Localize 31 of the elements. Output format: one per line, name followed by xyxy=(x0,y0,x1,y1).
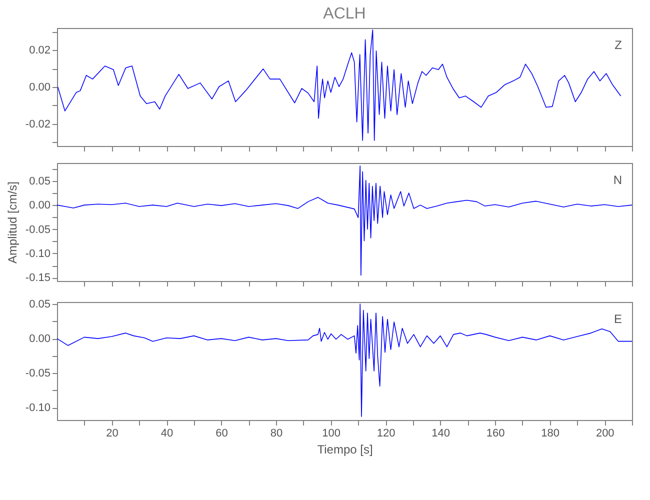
x-tick-label: 100 xyxy=(322,428,340,440)
y-axis-title: Amplitud [cm/s] xyxy=(5,181,20,264)
y-tick-label: 0.05 xyxy=(29,175,50,188)
line-series xyxy=(57,29,622,141)
line-series xyxy=(56,304,632,417)
y-tick-label: 0.00 xyxy=(29,333,50,346)
x-tick-label: 160 xyxy=(486,428,505,440)
x-tick-label: 200 xyxy=(596,428,614,440)
y-tick-label: -0.05 xyxy=(25,224,50,236)
annotation: Z xyxy=(614,38,622,52)
x-tick-label: 180 xyxy=(541,428,560,440)
annotation: E xyxy=(614,312,622,326)
y-tick-label: 0.02 xyxy=(29,44,50,57)
y-tick-label: -0.02 xyxy=(25,118,50,130)
y-tick-label: -0.15 xyxy=(25,272,50,284)
chart-title: ACLH xyxy=(323,6,366,23)
x-tick-label: 60 xyxy=(216,428,228,440)
y-tick-label: -0.10 xyxy=(25,402,50,414)
x-tick-label: 80 xyxy=(270,428,283,440)
x-tick-label: 140 xyxy=(432,428,450,440)
x-tick-label: 40 xyxy=(160,428,174,440)
x-tick-label: 120 xyxy=(376,428,396,440)
y-tick-label: -0.10 xyxy=(25,248,50,260)
annotation: N xyxy=(613,173,622,187)
y-tick-label: -0.05 xyxy=(25,368,50,380)
y-tick-label: 0.00 xyxy=(29,200,50,212)
x-tick-label: 20 xyxy=(106,428,118,440)
line-series xyxy=(56,166,632,276)
y-tick-label: 0.05 xyxy=(29,298,50,311)
y-tick-label: 0.00 xyxy=(29,82,50,94)
x-axis-title: Tiempo [s] xyxy=(317,442,373,456)
